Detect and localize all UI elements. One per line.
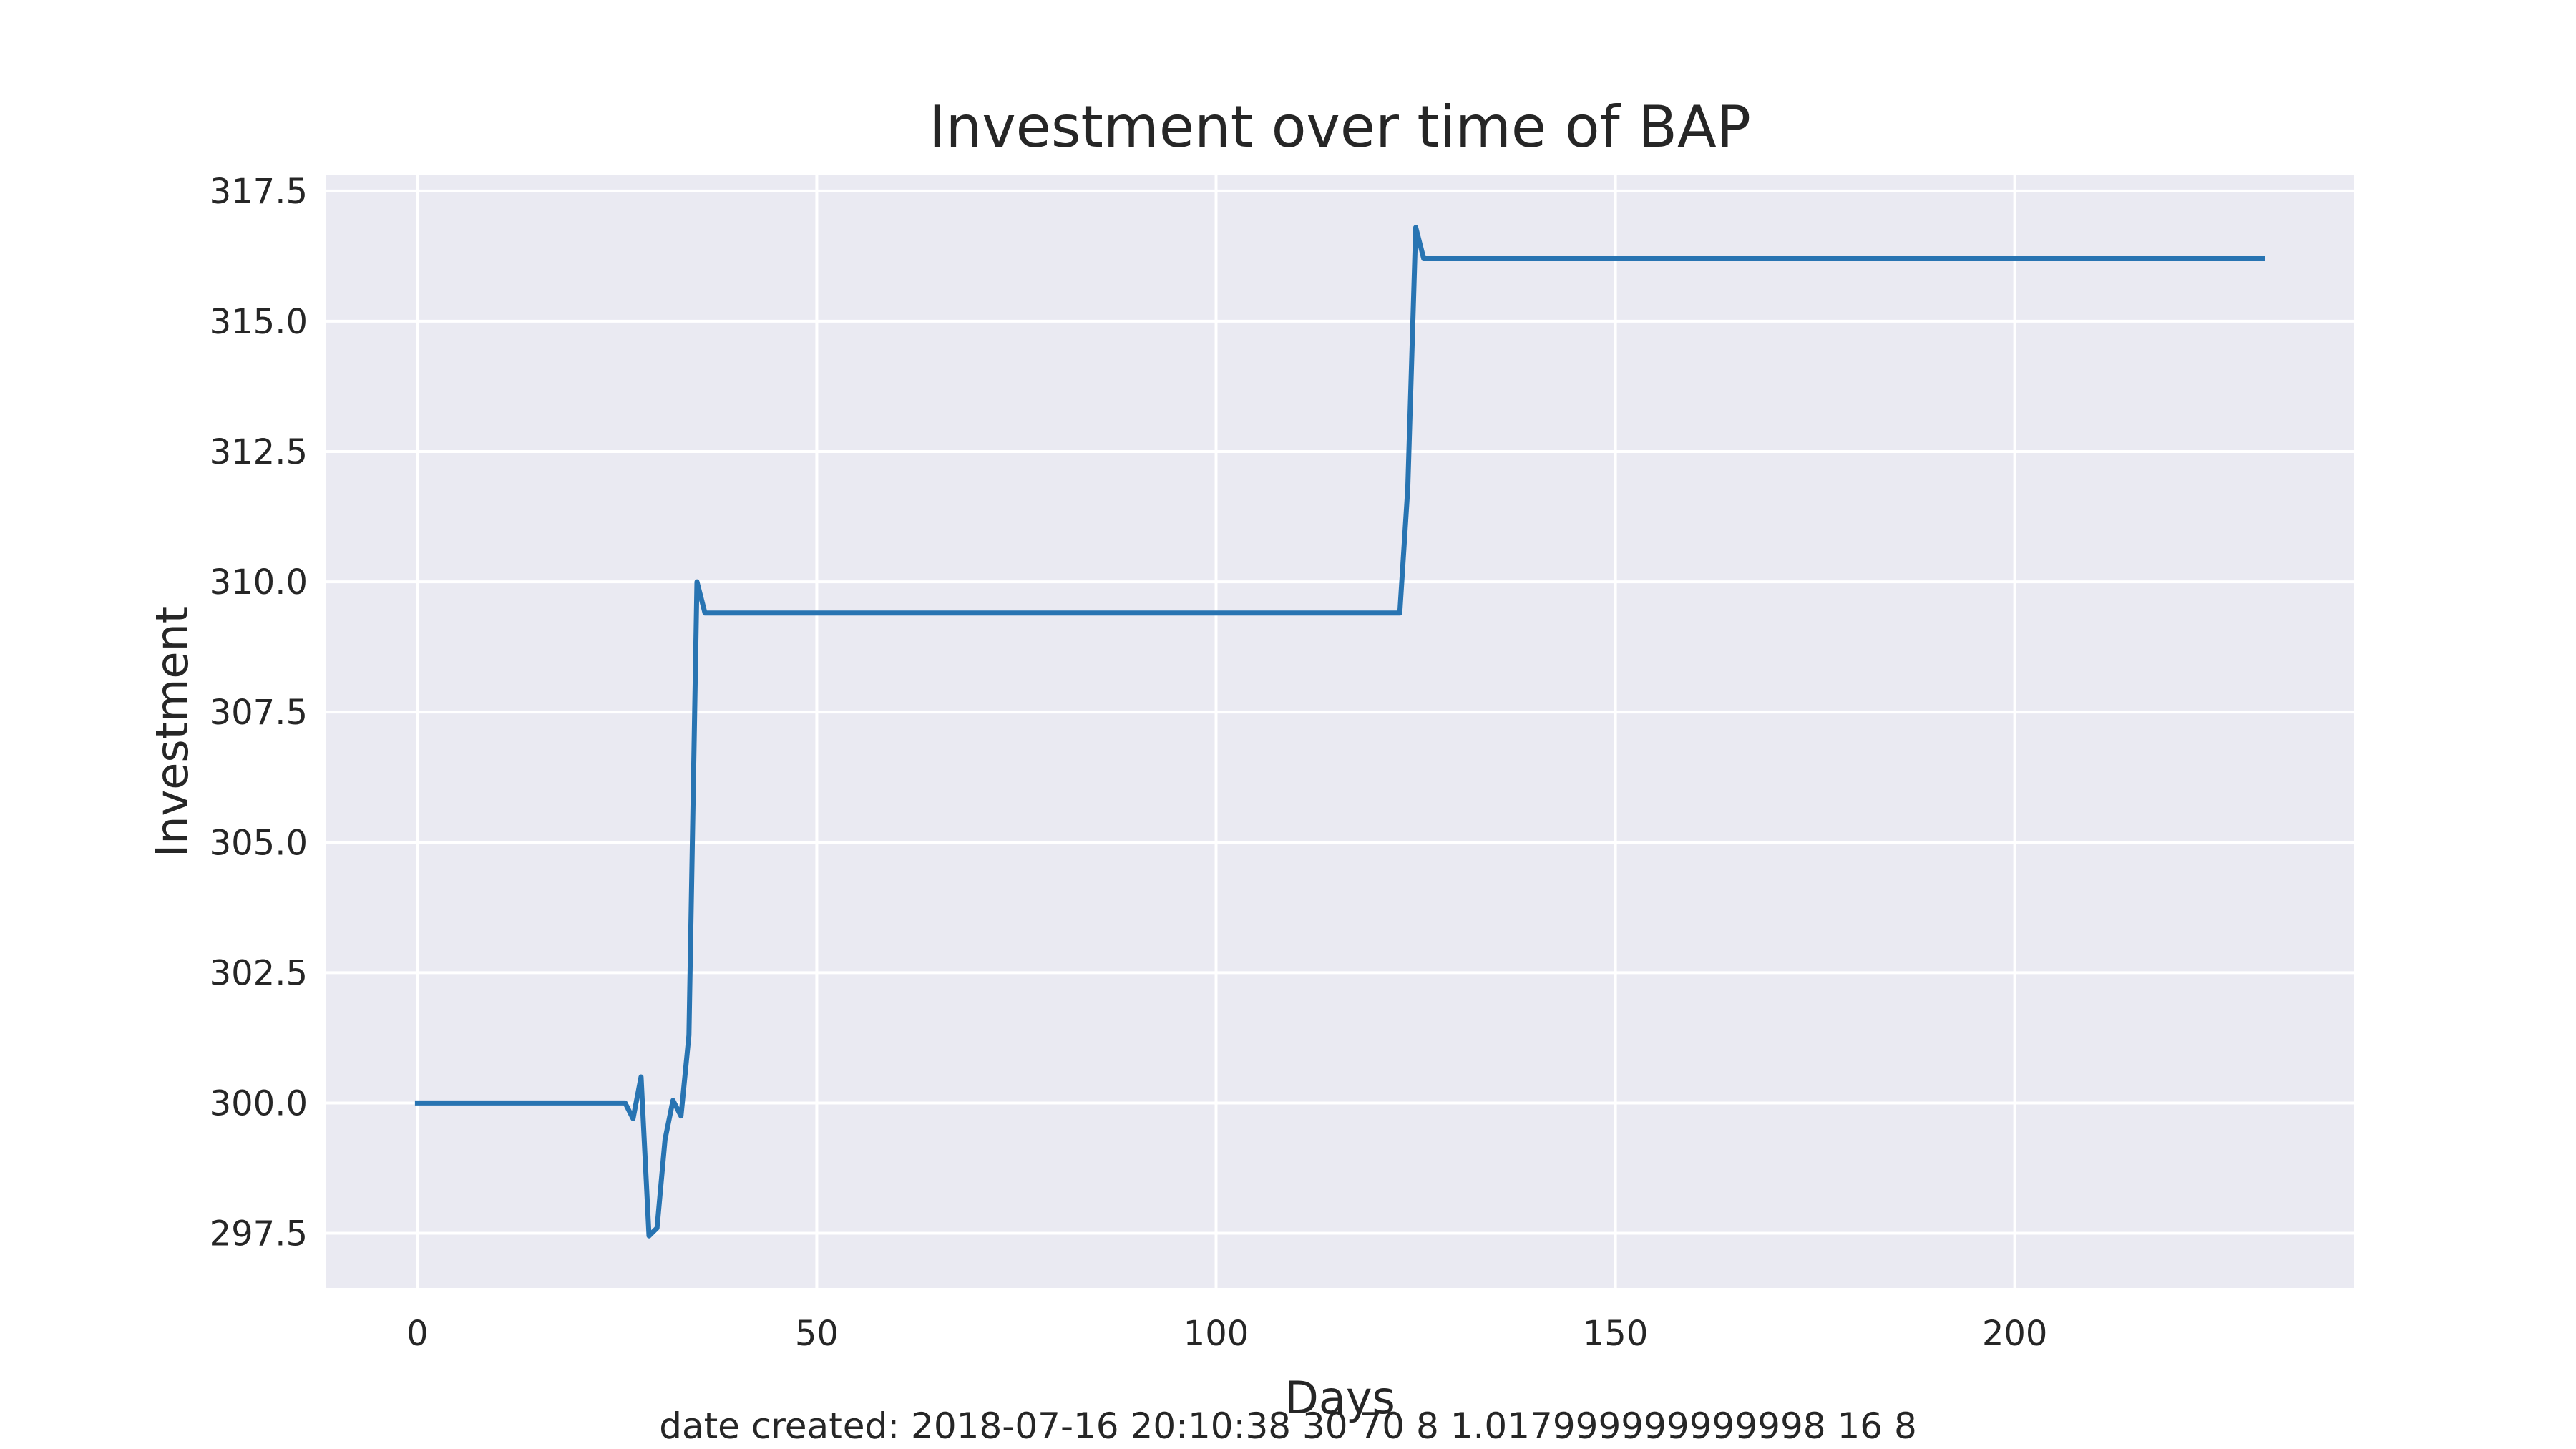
chart-title: Investment over time of BAP <box>929 94 1751 160</box>
x-tick-label: 150 <box>1583 1314 1649 1354</box>
x-tick-label: 0 <box>406 1314 429 1354</box>
x-tick-label: 50 <box>795 1314 839 1354</box>
x-tick-label: 100 <box>1184 1314 1249 1354</box>
y-axis-label: Investment <box>146 606 198 857</box>
y-tick-label: 317.5 <box>210 172 308 212</box>
y-axis-ticks: 297.5 300.0 302.5 305.0 307.5 310.0 312.5 315.0… <box>210 172 308 1254</box>
y-tick-label: 312.5 <box>210 432 308 472</box>
x-tick-label: 200 <box>1982 1314 2048 1354</box>
y-tick-label: 310.0 <box>210 562 308 602</box>
y-tick-label: 300.0 <box>210 1083 308 1123</box>
y-tick-label: 315.0 <box>210 302 308 342</box>
series-layer <box>414 225 2265 1239</box>
date-created-note: date created: 2018-07-16 20:10:38 30 70 … <box>659 1405 1917 1447</box>
grid-lines <box>326 175 2354 1288</box>
y-tick-label: 305.0 <box>210 823 308 863</box>
y-tick-label: 297.5 <box>210 1214 308 1254</box>
x-axis-ticks: 0 50 100 150 200 <box>406 1314 2047 1354</box>
investment-series-line <box>414 225 2265 1239</box>
x-axis-label: Days <box>1284 1372 1395 1424</box>
y-tick-label: 307.5 <box>210 693 308 733</box>
plot-area <box>326 175 2354 1288</box>
y-tick-label: 302.5 <box>210 953 308 993</box>
